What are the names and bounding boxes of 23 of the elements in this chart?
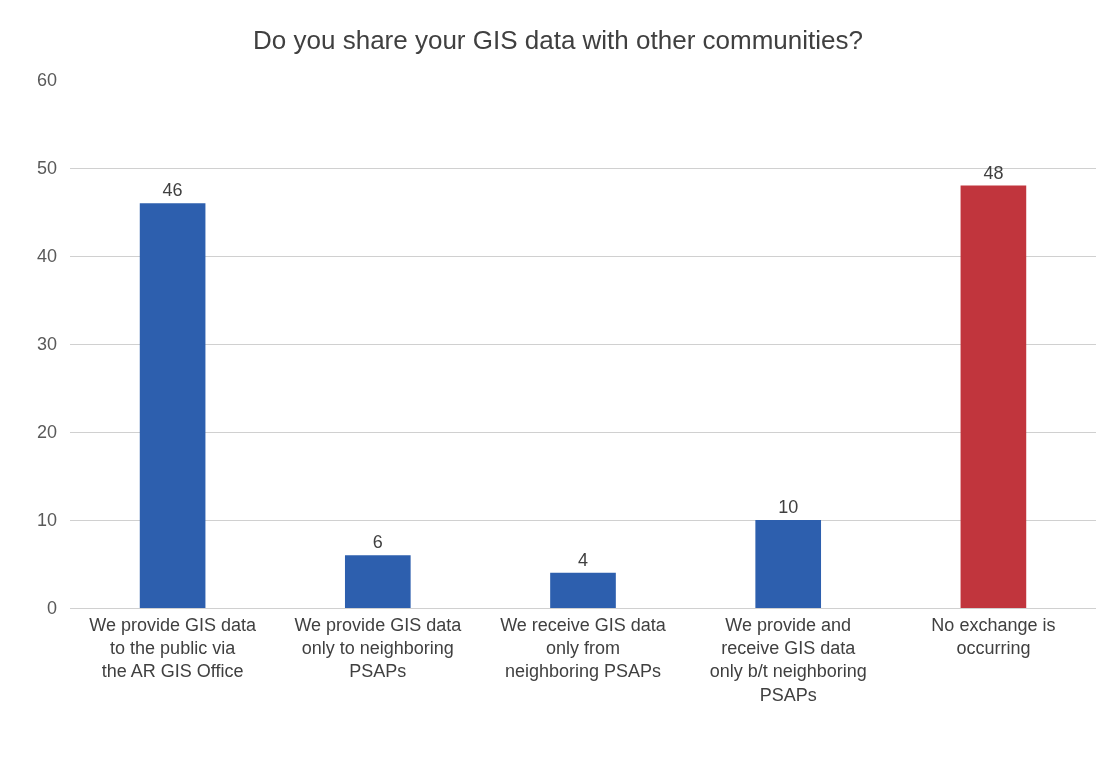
data-label: 48: [983, 162, 1004, 183]
y-tick-label: 0: [46, 598, 57, 619]
y-tick-label: 40: [36, 246, 57, 267]
chart-title: Do you share your GIS data with other communities?: [253, 24, 863, 55]
data-label: 6: [372, 532, 383, 553]
x-tick-label: We provide and receive GIS data only b/t neighboring PSAPs: [709, 614, 867, 705]
data-label: 10: [778, 497, 799, 517]
bar: [960, 185, 1027, 608]
x-tick-label: No exchange is occurring: [931, 614, 1056, 658]
x-tick-label: We receive GIS data only from neighboring PSAPs: [500, 614, 667, 682]
bar: [139, 203, 206, 608]
bar: [550, 572, 616, 608]
y-tick-label: 10: [36, 510, 57, 531]
data-label: 46: [162, 180, 183, 201]
bar: [755, 520, 822, 608]
y-tick-label: 20: [36, 422, 57, 443]
y-tick-label: 30: [36, 334, 57, 355]
bar: [344, 555, 411, 608]
y-tick-label: 60: [36, 70, 57, 91]
x-tick-label: We provide GIS data only to neighboring PSAPs: [294, 614, 463, 682]
data-label: 4: [577, 549, 589, 570]
x-tick-label: We provide GIS data to the public via the AR GIS Office: [89, 614, 257, 682]
y-tick-label: 50: [36, 158, 57, 179]
